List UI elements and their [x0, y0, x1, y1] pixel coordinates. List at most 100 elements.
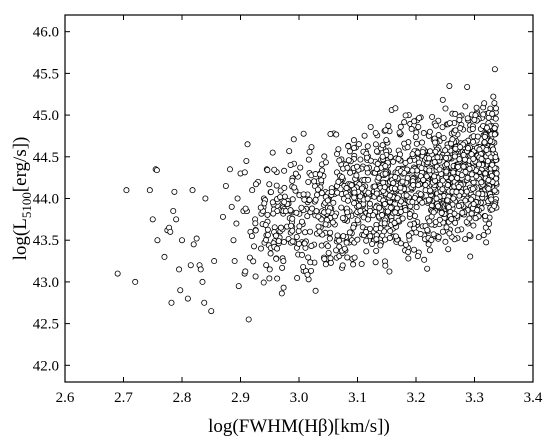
data-point — [264, 211, 271, 218]
data-point — [470, 155, 477, 162]
data-point — [277, 224, 284, 231]
data-point — [373, 236, 380, 243]
data-point — [201, 299, 208, 306]
data-point — [449, 136, 456, 143]
data-point — [274, 245, 281, 252]
data-point — [304, 271, 311, 278]
data-point — [333, 247, 340, 254]
data-point — [433, 195, 440, 202]
data-point — [343, 239, 350, 246]
data-point — [123, 187, 130, 194]
data-point — [396, 129, 403, 136]
data-point — [252, 181, 259, 188]
data-point — [301, 240, 308, 247]
y-axis-title-sub: 5100 — [19, 192, 34, 218]
data-point — [386, 192, 393, 199]
x-axis-title: log(FWHM(Hβ)[km/s]) — [208, 416, 390, 437]
data-point — [271, 166, 278, 173]
x-tick-label: 3.1 — [348, 390, 367, 406]
data-point — [411, 212, 418, 219]
data-point — [409, 198, 416, 205]
data-point — [410, 182, 417, 189]
data-point — [445, 204, 452, 211]
data-point — [371, 183, 378, 190]
data-point — [346, 229, 353, 236]
data-point — [154, 237, 161, 244]
data-point — [336, 157, 343, 164]
data-point — [416, 114, 423, 121]
data-point — [454, 227, 461, 234]
data-point — [267, 189, 274, 196]
data-point — [491, 66, 498, 73]
y-tick-label: 42.0 — [33, 358, 59, 374]
data-point — [325, 249, 332, 256]
data-point — [468, 171, 475, 178]
data-point — [464, 115, 471, 122]
data-point — [231, 258, 238, 265]
data-point — [370, 212, 377, 219]
data-point — [392, 209, 399, 216]
data-point — [397, 208, 404, 215]
data-point — [428, 236, 435, 243]
data-point — [482, 170, 489, 177]
data-point — [264, 167, 271, 174]
data-point — [348, 182, 355, 189]
y-axis-title: log(L5100[erg/s]) — [10, 137, 34, 261]
data-point — [312, 196, 319, 203]
x-tick-label: 2.8 — [173, 390, 192, 406]
data-point — [242, 205, 249, 212]
data-point — [335, 178, 342, 185]
data-point — [401, 119, 408, 126]
data-point — [484, 158, 491, 165]
data-point — [250, 258, 257, 265]
data-point — [462, 103, 469, 110]
data-point — [466, 215, 473, 222]
data-point — [443, 161, 450, 168]
data-point — [355, 141, 362, 148]
data-point — [470, 201, 477, 208]
data-point — [444, 182, 451, 189]
y-tick-label: 42.5 — [33, 317, 59, 333]
data-point — [432, 139, 439, 146]
data-point — [289, 215, 296, 222]
data-point — [367, 207, 374, 214]
data-point — [443, 155, 450, 162]
x-tick-label: 3.3 — [465, 390, 484, 406]
data-point — [277, 194, 284, 201]
data-point — [409, 151, 416, 158]
y-tick-label: 43.5 — [33, 233, 59, 249]
data-point — [316, 228, 323, 235]
data-point — [451, 153, 458, 160]
data-point — [382, 170, 389, 177]
data-point — [324, 243, 331, 250]
data-point — [351, 194, 358, 201]
data-point — [262, 221, 269, 228]
data-point — [467, 253, 474, 260]
data-point — [296, 223, 303, 230]
data-point — [372, 129, 379, 136]
data-point — [358, 185, 365, 192]
data-point — [446, 120, 453, 127]
data-point — [351, 144, 358, 151]
data-point — [377, 242, 384, 249]
data-point — [419, 139, 426, 146]
data-point — [338, 204, 345, 211]
data-point — [369, 240, 376, 247]
data-point — [187, 262, 194, 269]
data-point — [197, 266, 204, 273]
data-point — [492, 115, 499, 122]
data-point — [425, 241, 432, 248]
data-point — [339, 262, 346, 269]
data-point — [301, 196, 308, 203]
x-tick-label: 3.0 — [290, 390, 309, 406]
data-point — [390, 180, 397, 187]
data-point — [385, 122, 392, 129]
data-point — [404, 175, 411, 182]
data-point — [485, 177, 492, 184]
data-point — [483, 239, 490, 246]
data-point — [434, 154, 441, 161]
data-point — [411, 118, 418, 125]
data-point — [382, 163, 389, 170]
data-point — [435, 203, 442, 210]
data-point — [364, 195, 371, 202]
